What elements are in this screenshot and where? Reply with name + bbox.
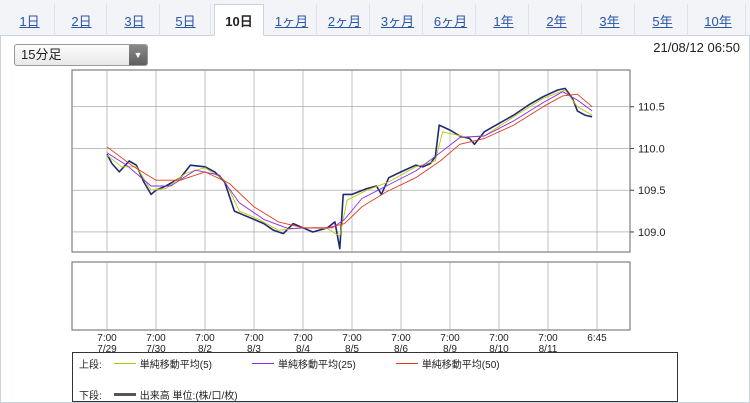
- ma5-swatch: [113, 363, 136, 364]
- legend: 上段: 単純移動平均(5) 単純移動平均(25) 単純移動平均(50) 下段: …: [72, 352, 678, 402]
- ma50-swatch: [395, 363, 418, 364]
- tab-10年[interactable]: 10年: [691, 4, 746, 36]
- legend-lower-label: 下段:: [79, 391, 102, 402]
- tab-2日[interactable]: 2日: [57, 4, 107, 36]
- tab-5年[interactable]: 5年: [638, 4, 688, 36]
- x-tick-time: 7:00: [342, 333, 362, 344]
- chevron-down-icon[interactable]: ▼: [129, 45, 147, 65]
- x-tick-time: 7:00: [97, 333, 117, 344]
- tab-1年[interactable]: 1年: [479, 4, 529, 36]
- legend-ma5: 単純移動平均(5): [139, 360, 213, 371]
- interval-select[interactable]: 15分足 ▼: [14, 44, 148, 66]
- y-tick-label: 110.0: [638, 143, 665, 155]
- x-tick-date: 7/29: [97, 344, 117, 355]
- x-tick-date: 8/6: [394, 344, 408, 355]
- x-tick-time: 7:00: [146, 333, 166, 344]
- series-line-ma25: [106, 91, 593, 230]
- tab-10日[interactable]: 10日: [214, 4, 264, 36]
- tab-2年[interactable]: 2年: [532, 4, 582, 36]
- tab-3年[interactable]: 3年: [585, 4, 635, 36]
- tab-3ヶ月[interactable]: 3ヶ月: [373, 4, 423, 36]
- x-tick-date: 8/2: [198, 344, 212, 355]
- period-tab-bar: 1日 2日 3日 5日 10日 1ヶ月 2ヶ月 3ヶ月 6ヶ月 1年 2年 3年 5年 10年: [0, 0, 750, 36]
- tab-1ヶ月[interactable]: 1ヶ月: [267, 4, 317, 36]
- legend-ma25: 単純移動平均(25): [278, 360, 356, 371]
- ma25-swatch: [252, 363, 275, 364]
- x-tick-time: 7:00: [440, 333, 460, 344]
- tab-2ヶ月[interactable]: 2ヶ月: [320, 4, 370, 36]
- interval-select-value: 15分足: [21, 47, 62, 62]
- legend-volume: 出来高 単位:(株/口/枚): [139, 391, 238, 402]
- x-tick-date: 8/3: [247, 344, 261, 355]
- x-tick-time: 7:00: [538, 333, 558, 344]
- tab-3日[interactable]: 3日: [110, 4, 160, 36]
- tab-6ヶ月[interactable]: 6ヶ月: [426, 4, 476, 36]
- x-tick-time: 7:00: [195, 333, 215, 344]
- x-tick-date: 8/11: [539, 344, 558, 355]
- series-line-ma50: [106, 93, 593, 229]
- volume-swatch: [113, 393, 136, 396]
- x-tick-date: 8/9: [443, 344, 457, 355]
- x-tick-date: 8/10: [489, 344, 509, 355]
- x-tick-time: 7:00: [244, 333, 264, 344]
- x-tick-date: 7/30: [146, 344, 166, 355]
- legend-upper-label: 上段:: [79, 360, 102, 371]
- volume-plot-frame: [71, 261, 631, 331]
- series-line-ma5: [106, 89, 593, 237]
- tab-5日[interactable]: 5日: [161, 4, 211, 36]
- timestamp: 21/08/12 06:50: [653, 40, 740, 55]
- x-tick-time: 7:00: [391, 333, 411, 344]
- y-tick-label: 109.0: [638, 227, 666, 239]
- x-tick-date: 8/4: [296, 344, 310, 355]
- x-tick-time: 7:00: [489, 333, 509, 344]
- y-tick-label: 109.5: [638, 185, 666, 197]
- tab-1日[interactable]: 1日: [5, 4, 55, 36]
- x-tick-time: 7:00: [293, 333, 313, 344]
- x-tick-time: 6:45: [587, 333, 607, 344]
- legend-ma50: 単純移動平均(50): [421, 360, 500, 371]
- y-tick-label: 110.5: [638, 102, 665, 114]
- x-tick-date: 8/5: [345, 344, 359, 355]
